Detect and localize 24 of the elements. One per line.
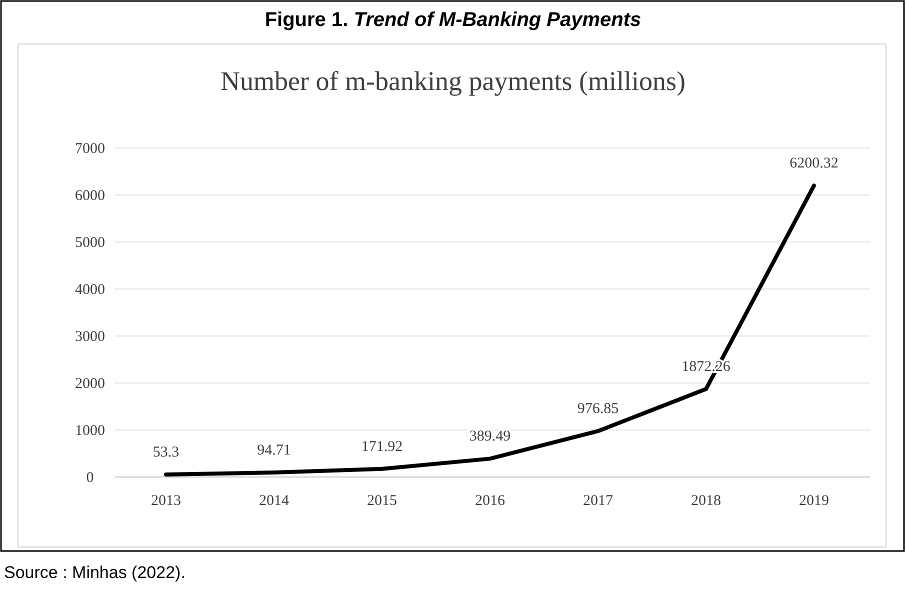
data-label: 6200.32 <box>790 156 838 172</box>
x-tick-label: 2017 <box>583 493 614 509</box>
data-label: 976.85 <box>577 401 619 418</box>
y-tick-label: 5000 <box>75 235 105 251</box>
data-label: 171.92 <box>361 438 403 455</box>
data-label: 94.71 <box>257 442 291 459</box>
y-tick-label: 3000 <box>75 329 105 345</box>
y-tick-label: 1000 <box>75 423 105 439</box>
x-tick-label: 2019 <box>799 493 829 509</box>
x-tick-label: 2016 <box>475 493 506 509</box>
y-tick-label: 2000 <box>75 376 105 392</box>
y-tick-label: 6000 <box>75 188 105 204</box>
data-label: 389.49 <box>469 428 511 445</box>
y-tick-label: 7000 <box>75 141 105 157</box>
x-tick-label: 2015 <box>367 493 397 509</box>
x-tick-label: 2018 <box>691 493 721 509</box>
y-tick-label: 4000 <box>75 282 105 298</box>
x-tick-label: 2013 <box>151 493 181 509</box>
x-tick-label: 2014 <box>259 493 290 509</box>
data-label: 53.3 <box>152 444 180 460</box>
source-note: Source : Minhas (2022). <box>4 563 186 582</box>
chart-title: Figure 1. Trend of M-Banking Payments <box>264 9 642 31</box>
y-tick-label: 0 <box>86 470 94 486</box>
chart-subtitle: Number of m-banking payments (millions) <box>220 66 686 96</box>
